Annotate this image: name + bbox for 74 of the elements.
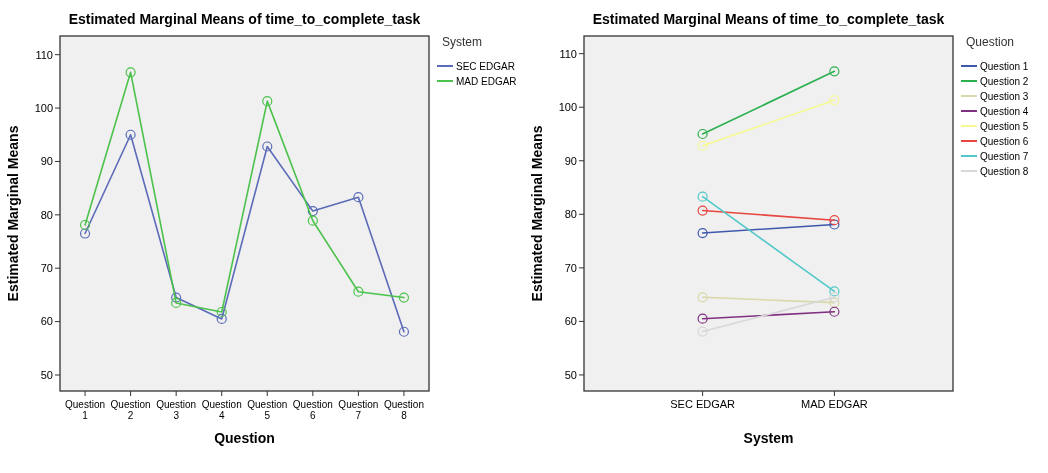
point — [125, 129, 136, 140]
point — [697, 140, 708, 151]
legend-label: Question 5 — [980, 120, 1029, 132]
y-tick-label: 70 — [564, 261, 577, 274]
point — [829, 306, 840, 317]
y-tick-label: 50 — [564, 368, 577, 381]
y-tick-label: 110 — [559, 47, 577, 60]
point — [353, 192, 364, 203]
y-tick-label: 100 — [558, 101, 577, 114]
point — [829, 215, 840, 226]
legend-label: Question 7 — [980, 150, 1029, 162]
legend-label: Question 3 — [980, 90, 1029, 102]
legend-title: Question — [966, 35, 1015, 49]
y-tick-label: 90 — [564, 154, 577, 167]
y-tick-label: 60 — [564, 315, 577, 328]
point — [829, 219, 840, 230]
y-tick-label: 80 — [564, 208, 577, 221]
point — [79, 228, 91, 239]
point — [829, 95, 840, 106]
legend-label: MAD EDGAR — [456, 75, 517, 87]
x-tick-label: Question 6 — [292, 399, 333, 421]
legend-label: Question 2 — [980, 75, 1029, 87]
x-tick-label: Question 4 — [201, 399, 242, 421]
legend-label: Question 1 — [980, 60, 1029, 72]
point — [125, 67, 136, 78]
y-tick-label: 70 — [40, 262, 53, 275]
legend-label: Question 6 — [980, 135, 1029, 147]
point — [697, 292, 708, 303]
y-tick-label: 60 — [40, 315, 53, 328]
legend-label: SEC EDGAR — [456, 60, 515, 72]
chart-title: Estimated Marginal Means of time_to_complete_task — [68, 11, 421, 27]
x-tick-label: SEC EDGAR — [670, 398, 736, 410]
chart-title: Estimated Marginal Means of time_to_complete_task — [592, 11, 945, 27]
x-tick-label: Question 1 — [65, 399, 106, 421]
x-tick-label: Question 7 — [338, 399, 379, 421]
legend-label: Question 4 — [980, 105, 1029, 117]
point — [398, 292, 410, 303]
point — [398, 326, 410, 337]
point — [353, 286, 364, 297]
y-axis-title: Estimated Marginal Means — [5, 125, 21, 302]
point — [697, 326, 708, 337]
y-tick-label: 50 — [40, 368, 53, 381]
point — [171, 292, 182, 303]
point — [262, 96, 273, 107]
point — [829, 286, 840, 297]
y-axis-title: Estimated Marginal Means — [529, 125, 545, 302]
point — [171, 297, 182, 309]
x-axis-title: System — [743, 430, 794, 446]
x-tick-label: Question 3 — [156, 399, 197, 421]
y-tick-label: 110 — [35, 48, 53, 61]
point — [829, 297, 840, 308]
point — [829, 292, 840, 303]
y-tick-label: 90 — [40, 155, 53, 168]
legend-title: System — [442, 35, 483, 49]
x-axis-title: Question — [214, 430, 275, 446]
point — [697, 191, 708, 202]
point — [216, 313, 227, 325]
point — [307, 215, 318, 226]
y-tick-label: 100 — [34, 101, 53, 114]
point — [307, 206, 318, 217]
legend-label: Question 8 — [980, 165, 1029, 177]
point — [262, 141, 273, 152]
point — [697, 205, 708, 216]
point — [697, 128, 708, 140]
point — [697, 227, 708, 239]
point — [697, 313, 708, 324]
point — [829, 66, 840, 77]
y-tick-label: 80 — [40, 208, 53, 221]
x-tick-label: Question 2 — [110, 399, 151, 421]
point — [216, 306, 227, 318]
point — [79, 219, 91, 231]
x-tick-label: Question 8 — [383, 399, 424, 421]
x-tick-label: Question 5 — [247, 399, 288, 421]
x-tick-label: MAD EDGAR — [801, 398, 868, 410]
